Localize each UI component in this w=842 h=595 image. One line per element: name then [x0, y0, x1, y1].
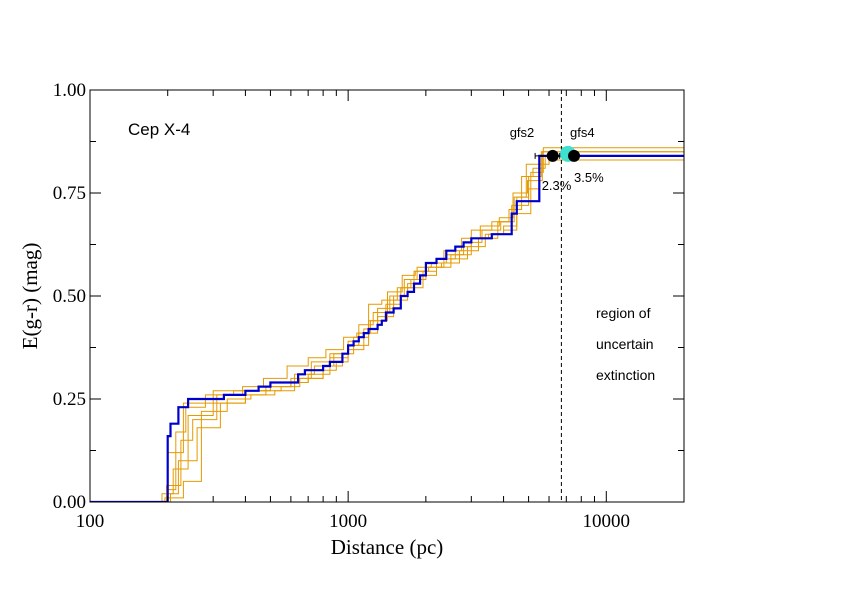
points-layer: gfs2 2.3% gfs4 3.5% [510, 125, 604, 193]
sample-profile-3 [90, 151, 684, 502]
sample-profile-5 [90, 155, 684, 502]
sample-profiles [90, 147, 684, 502]
sample-profile-2 [90, 155, 684, 502]
x-tick-label: 100 [76, 511, 105, 532]
y-tick-label: 0.00 [53, 492, 86, 513]
y-tick-label: 0.50 [53, 286, 86, 307]
median-profile [90, 154, 684, 502]
gfs2-percent-label: 2.3% [542, 178, 572, 193]
region-text-line-2: uncertain [596, 336, 654, 352]
region-text-line-3: extinction [596, 367, 655, 383]
median-profile-layer [90, 154, 684, 502]
gfs4-label: gfs4 [570, 125, 595, 140]
sample-profile-6 [90, 151, 684, 502]
y-axis-label: E(g-r) (mag) [18, 243, 42, 350]
region-text-line-1: region of [596, 305, 651, 321]
gfs2-label: gfs2 [510, 125, 535, 140]
gfs2-marker [546, 149, 559, 162]
x-axis-label: Distance (pc) [331, 535, 444, 559]
x-tick-label: 1000 [329, 511, 367, 532]
y-tick-label: 0.75 [53, 183, 86, 204]
y-tick-label: 1.00 [53, 80, 86, 101]
chart-title: Cep X-4 [128, 120, 190, 139]
x-tick-label: 10000 [583, 511, 631, 532]
sample-profile-1 [90, 159, 684, 502]
y-tick-label: 0.25 [53, 389, 86, 410]
gfs4-marker [568, 149, 581, 162]
sample-profile-4 [90, 147, 684, 502]
gfs4-percent-label: 3.5% [574, 170, 604, 185]
axis-ticks: 100 1000 10000 0.00 0.25 0.50 0.75 1.00 [53, 80, 684, 532]
